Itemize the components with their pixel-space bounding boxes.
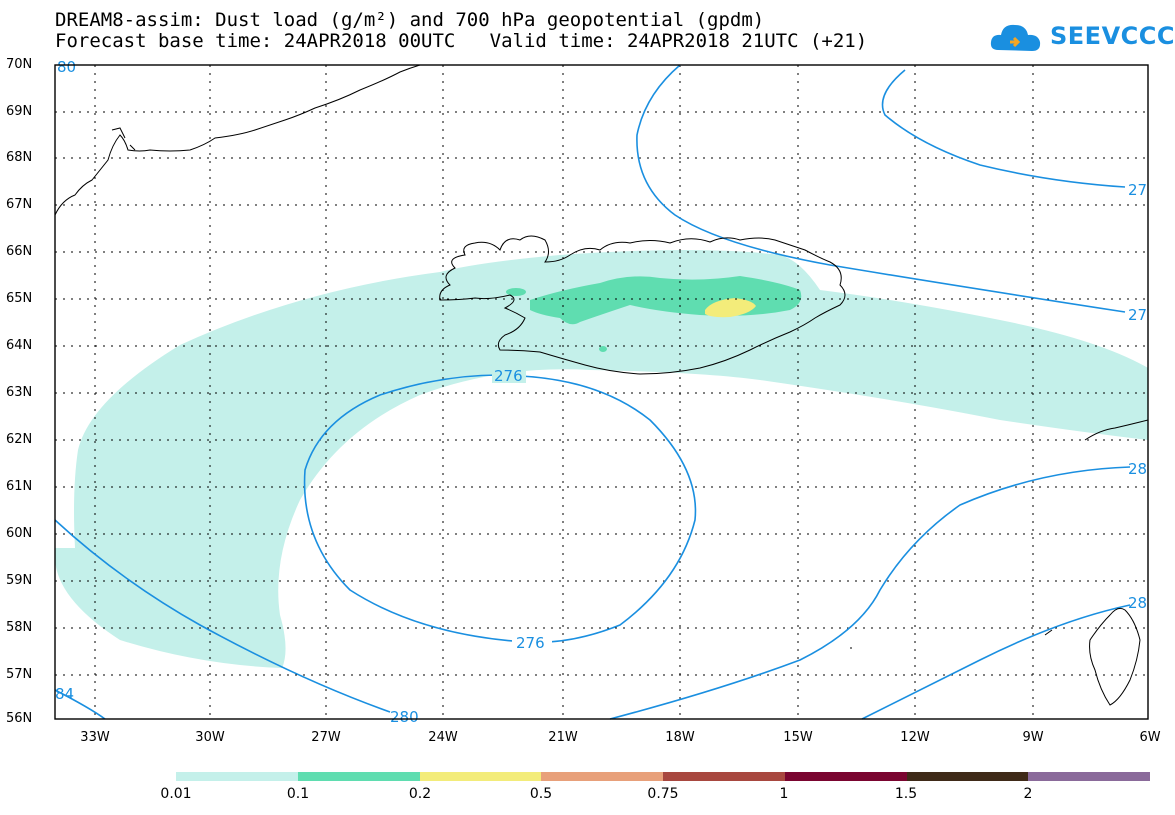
lat-label: 61N (6, 479, 33, 494)
lat-label: 58N (6, 620, 33, 635)
cloud-icon (990, 24, 1041, 51)
lon-label: 6W (1139, 730, 1161, 745)
map-subtitle: Forecast base time: 24APR2018 00UTC Vali… (55, 30, 868, 52)
dust-region-0.2 (705, 298, 756, 318)
colorbar-swatch (419, 772, 542, 781)
map-title: DREAM8-assim: Dust load (g/m²) and 700 h… (55, 9, 765, 31)
lat-label: 57N (6, 667, 33, 682)
geopotential-contours (54, 64, 1131, 720)
contour-label: 84 (55, 685, 74, 703)
lon-label: 27W (311, 730, 341, 745)
contour-label: 280 (390, 708, 419, 726)
lon-label: 9W (1022, 730, 1044, 745)
colorbar-swatch (541, 772, 663, 781)
colorbar-label: 2 (1023, 786, 1033, 802)
colorbar-swatch (176, 772, 298, 781)
contour-label: 28 (1128, 594, 1147, 612)
colorbar-label: 0.01 (160, 786, 192, 802)
colorbar-swatch (784, 772, 907, 781)
lon-label: 18W (665, 730, 695, 745)
contour-labels: 276 276 280 27 27 28 28 84 80 (55, 58, 1147, 726)
lat-label: 69N (6, 104, 33, 119)
contour-label: 276 (516, 634, 545, 652)
colorbar-swatch (297, 772, 420, 781)
lon-label: 21W (548, 730, 578, 745)
lon-label: 12W (900, 730, 930, 745)
lat-label: 60N (6, 526, 33, 541)
lat-label: 59N (6, 573, 33, 588)
contour-label: 80 (57, 58, 76, 76)
colorbar-label: 1.5 (894, 786, 918, 802)
colorbar-swatch (1028, 772, 1150, 781)
dust-region-0.01 (55, 250, 1148, 668)
coastlines (54, 64, 1149, 706)
colorbar (176, 772, 1150, 781)
grid-lines (55, 65, 1148, 719)
lon-label: 24W (428, 730, 458, 745)
contour-label: 28 (1128, 460, 1147, 478)
lon-label: 15W (783, 730, 813, 745)
lon-label: 30W (195, 730, 225, 745)
lat-label: 63N (6, 385, 33, 400)
colorbar-label: 0.1 (286, 786, 310, 802)
contour-label: 27 (1128, 181, 1147, 199)
lat-label: 68N (6, 150, 33, 165)
lat-label: 65N (6, 291, 33, 306)
colorbar-label: 0.2 (408, 786, 432, 802)
colorbar-label: 0.75 (647, 786, 679, 802)
lat-label: 56N (6, 711, 33, 726)
iceland-coast (439, 235, 846, 375)
lat-label: 67N (6, 197, 33, 212)
lat-label: 70N (6, 57, 33, 72)
contour-label: 276 (494, 367, 523, 385)
logo-text: SEEVCCC (1050, 22, 1175, 50)
lon-label: 33W (80, 730, 110, 745)
colorbar-swatch (663, 772, 785, 781)
colorbar-label: 0.5 (529, 786, 553, 802)
lat-label: 62N (6, 432, 33, 447)
contour-label: 27 (1128, 306, 1147, 324)
lat-label: 66N (6, 244, 33, 259)
colorbar-label: 1 (779, 786, 789, 802)
colorbar-swatch (906, 772, 1029, 781)
lat-label: 64N (6, 338, 33, 353)
